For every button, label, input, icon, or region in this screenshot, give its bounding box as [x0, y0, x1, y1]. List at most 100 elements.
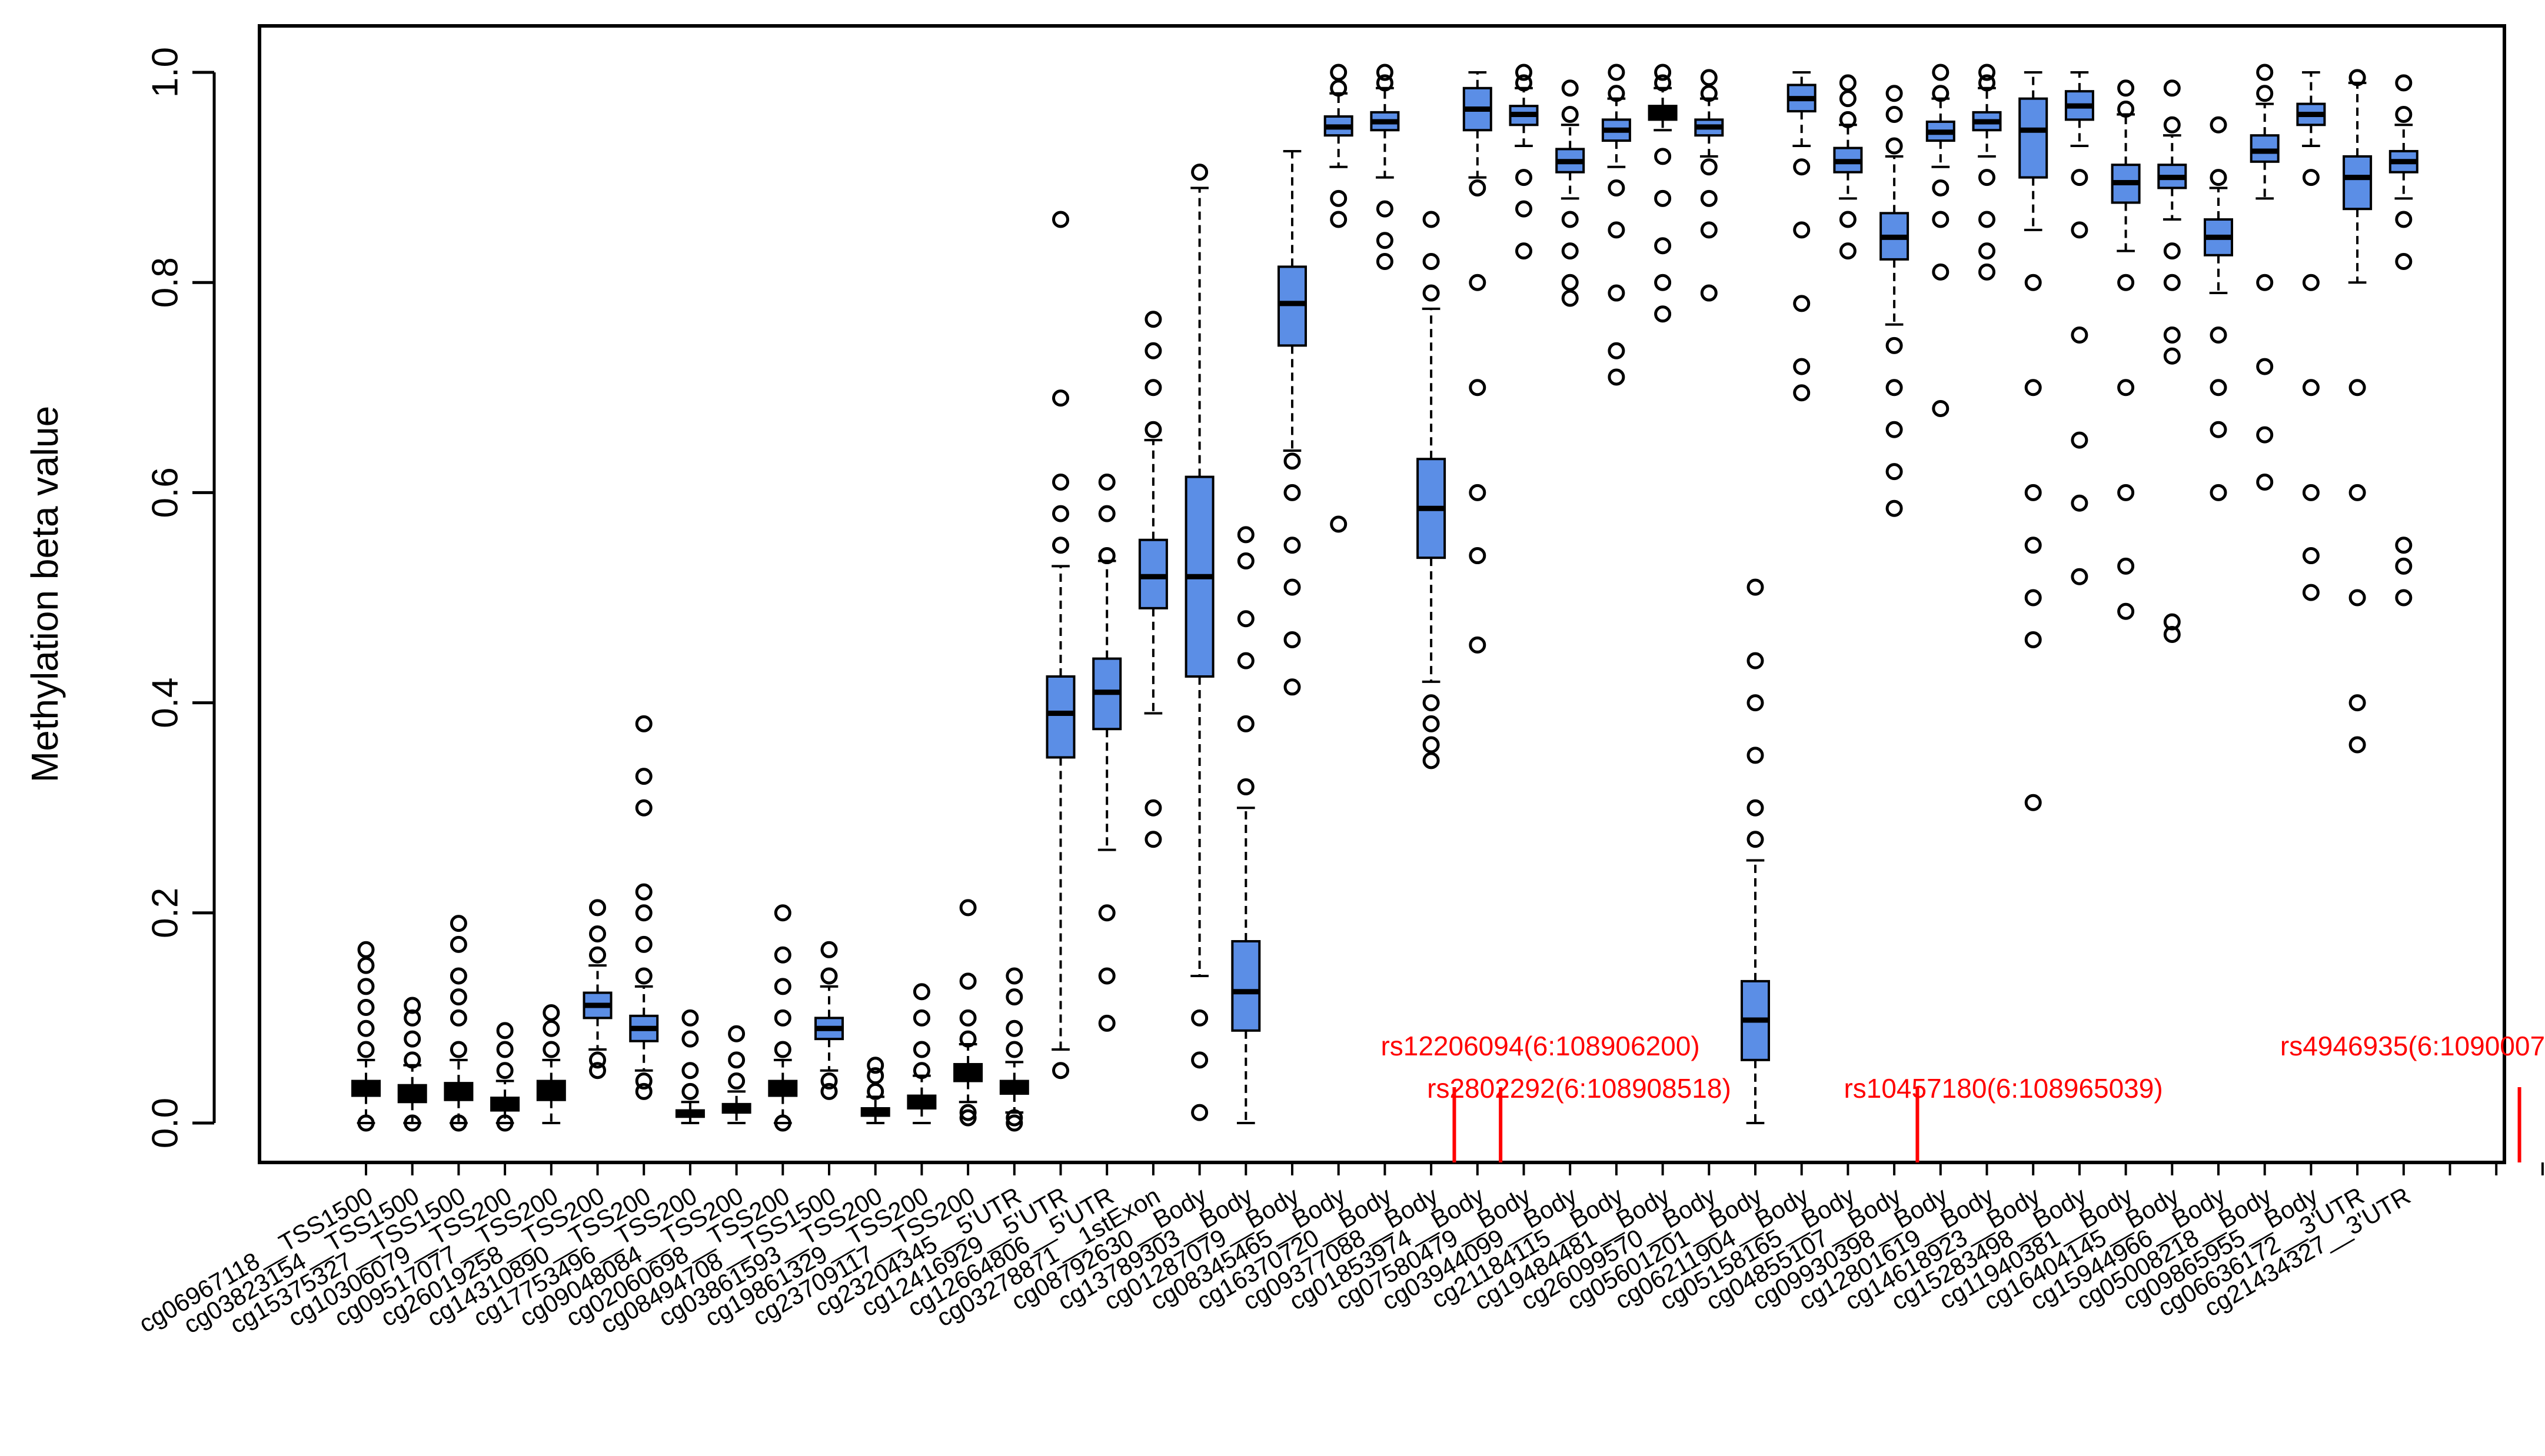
outlier-point — [2302, 584, 2320, 601]
outlier-point — [2395, 589, 2413, 607]
outlier-point — [450, 988, 467, 1006]
outlier-point — [2256, 426, 2274, 444]
outlier-point — [2302, 484, 2320, 501]
outlier-point — [959, 1104, 977, 1121]
outlier-point — [1515, 74, 1532, 92]
outlier-point — [1793, 221, 1811, 239]
outlier-point — [774, 946, 791, 964]
outlier-point — [1932, 400, 1949, 418]
outlier-point — [1561, 274, 1579, 291]
outlier-point — [1885, 421, 1903, 438]
x-axis-tick-labels: cg06967118__TSS1500cg03823154__TSS1500cg… — [134, 1162, 2544, 1339]
outlier-point — [774, 1114, 791, 1132]
outlier-point — [1191, 164, 1209, 181]
box-group — [1462, 71, 1492, 654]
outlier-point — [1746, 831, 1764, 848]
outlier-point — [357, 1019, 375, 1037]
outlier-point — [2256, 274, 2274, 291]
y-axis-label: Methylation beta value — [24, 406, 66, 782]
outlier-point — [1978, 74, 1995, 92]
outlier-point — [774, 1009, 791, 1027]
box-group — [583, 899, 613, 1079]
outlier-point — [2163, 613, 2181, 631]
outlier-point — [1515, 200, 1532, 218]
outlier-point — [1746, 652, 1764, 669]
outlier-point — [1561, 242, 1579, 260]
box-group — [1879, 85, 1909, 517]
y-tick-label: 1.0 — [145, 47, 186, 98]
outlier-point — [2117, 379, 2135, 397]
outlier-point — [543, 1019, 560, 1037]
boxes — [351, 64, 2418, 1132]
outlier-point — [450, 915, 467, 932]
outlier-point — [496, 1062, 514, 1079]
outlier-point — [1469, 379, 1486, 397]
outlier-point — [1330, 64, 1348, 81]
outlier-point — [728, 1072, 746, 1090]
outlier-point — [1422, 211, 1440, 228]
y-tick-label: 0.8 — [145, 257, 186, 308]
outlier-point — [450, 935, 467, 953]
outlier-point — [404, 1051, 421, 1069]
outlier-point — [913, 1041, 930, 1058]
box-group — [814, 941, 844, 1100]
outlier-point — [1746, 578, 1764, 596]
plot-frame — [258, 24, 2506, 1164]
outlier-point — [2071, 326, 2088, 344]
outlier-point — [1237, 526, 1255, 544]
outlier-point — [1608, 368, 1625, 386]
box-group — [1185, 164, 1215, 1121]
outlier-point — [1098, 547, 1116, 565]
outlier-point — [1052, 389, 1069, 407]
box-group — [721, 1025, 751, 1124]
outlier-point — [1654, 64, 1672, 81]
outlier-point — [1839, 74, 1857, 92]
box-group — [953, 899, 983, 1127]
outlier-point — [1145, 421, 1162, 438]
y-tick-label: 0.6 — [145, 467, 186, 518]
outlier-point — [635, 883, 653, 901]
outlier-point — [1885, 85, 1903, 102]
outlier-point — [1793, 384, 1811, 402]
outlier-point — [1700, 158, 1718, 176]
outlier-point — [1700, 284, 1718, 302]
outlier-point — [2024, 794, 2042, 811]
outlier-point — [2024, 589, 2042, 607]
outlier-point — [1006, 1114, 1023, 1132]
outlier-point — [1978, 64, 1995, 81]
outlier-point — [959, 972, 977, 990]
outlier-point — [1561, 105, 1579, 123]
outlier-point — [1006, 1109, 1023, 1127]
outlier-point — [2071, 169, 2088, 186]
snp-annotations: rs12206094(6:108906200) rs2802292(6:10890… — [1380, 1031, 2545, 1162]
outlier-point — [1700, 189, 1718, 207]
box-group — [2296, 71, 2326, 601]
snp-label: rs4946935(6:109000742) — [2280, 1031, 2545, 1061]
box — [2018, 97, 2048, 179]
box-group — [1416, 211, 1446, 769]
outlier-point — [1145, 311, 1162, 328]
outlier-point — [2395, 252, 2413, 270]
outlier-point — [1469, 484, 1486, 501]
box-group — [2204, 116, 2233, 501]
outlier-point — [1098, 1014, 1116, 1032]
outlier-point — [1654, 74, 1672, 92]
outlier-point — [774, 904, 791, 922]
outlier-point — [589, 1051, 606, 1069]
outlier-point — [1932, 85, 1949, 102]
outlier-point — [1654, 148, 1672, 165]
box-group — [907, 983, 937, 1124]
box-group — [1509, 64, 1539, 260]
box-group — [675, 1009, 705, 1124]
outlier-point — [1793, 158, 1811, 176]
box-group — [2343, 69, 2373, 754]
outlier-point — [1330, 515, 1348, 533]
outlier-point — [1006, 1041, 1023, 1058]
outlier-point — [2302, 169, 2320, 186]
outlier-point — [2071, 221, 2088, 239]
outlier-point — [1793, 358, 1811, 375]
outlier-point — [357, 999, 375, 1017]
outlier-point — [2163, 326, 2181, 344]
outlier-point — [1932, 179, 1949, 196]
outlier-point — [1422, 752, 1440, 769]
